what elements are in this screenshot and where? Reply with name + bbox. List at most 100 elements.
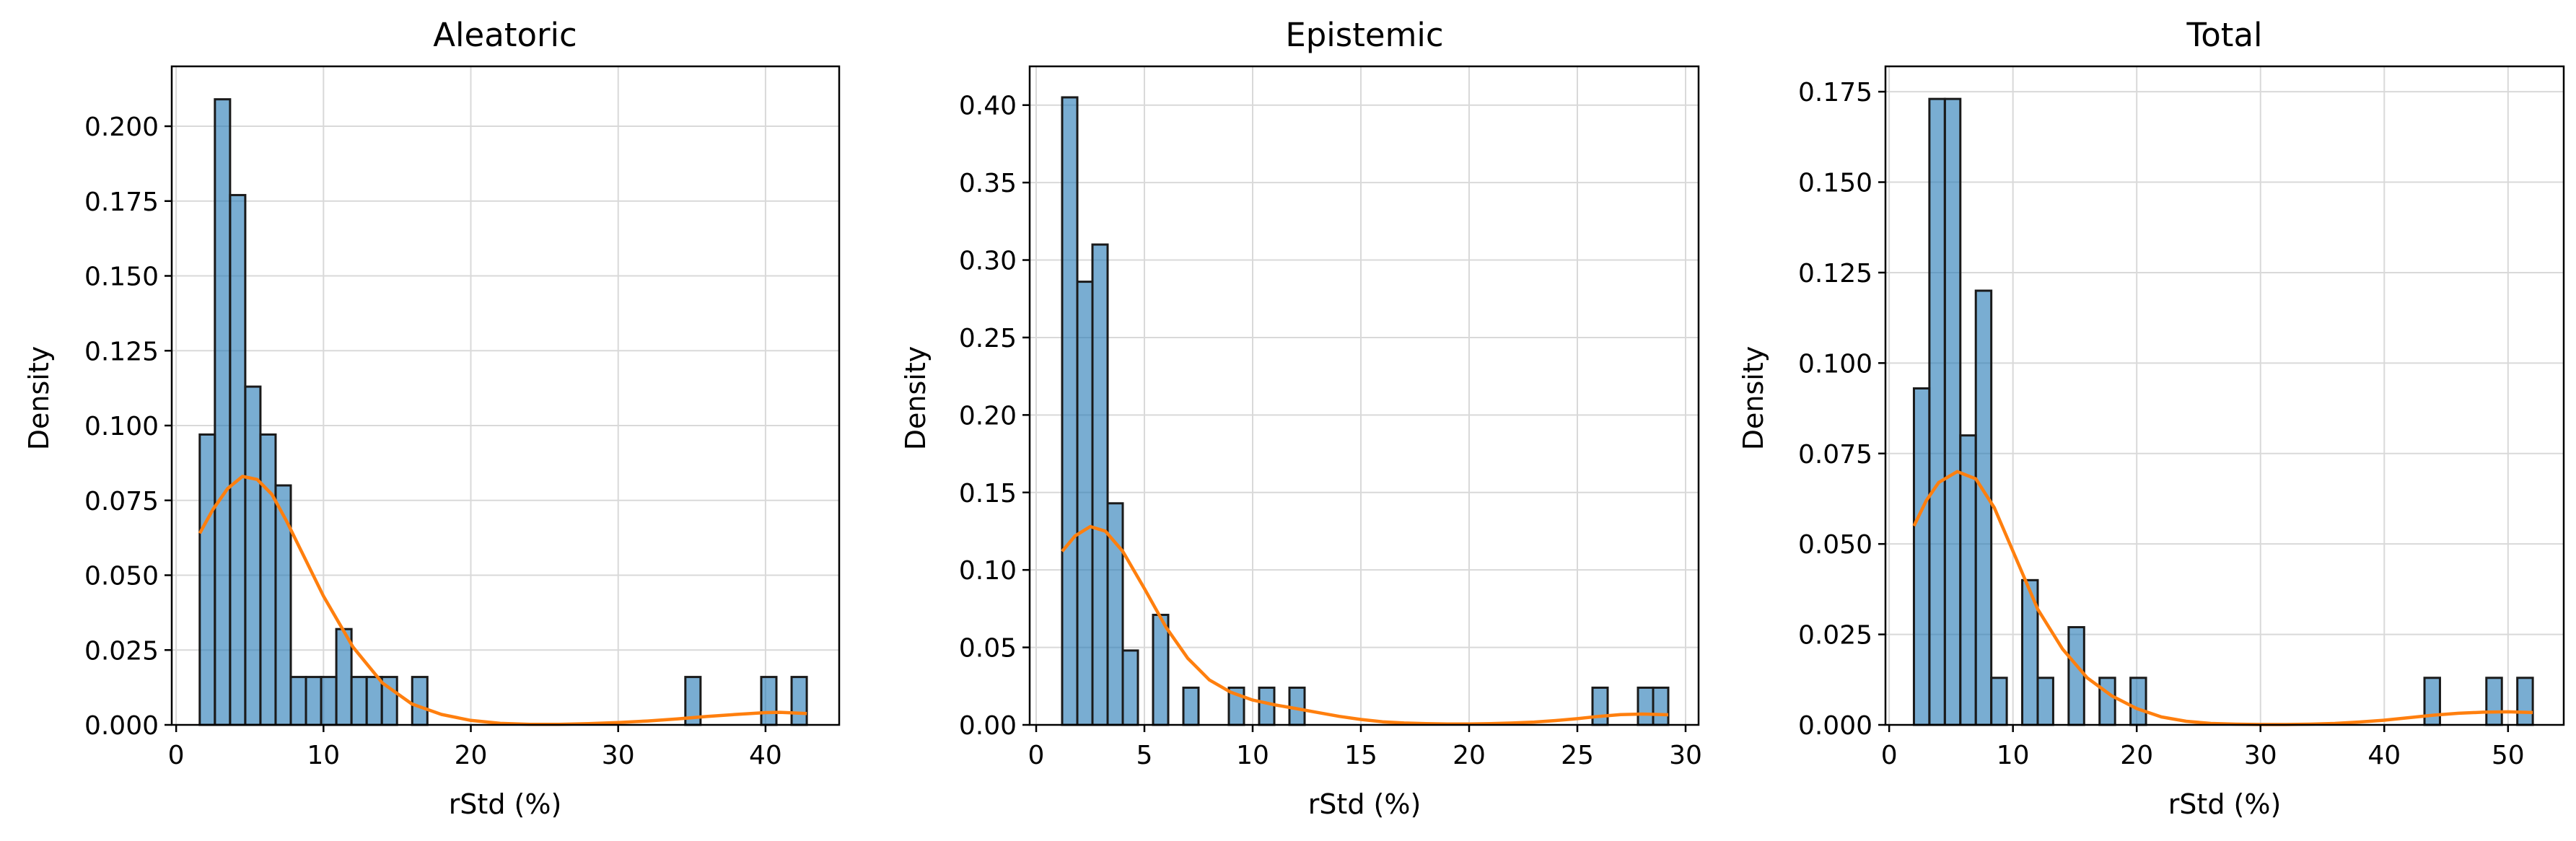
histogram-bar: [229, 193, 247, 726]
y-axis-label: Density: [23, 346, 55, 450]
plot-area: 0 10 20 30 40 0.000 0.025 0.050 0.075 0.100 0.125 0…: [84, 65, 841, 770]
y-tick-label: 0.000: [1798, 711, 1872, 741]
y-tick-label: 0.150: [1798, 169, 1872, 198]
histogram-bar: [2423, 677, 2441, 726]
x-tick-label: 0: [168, 741, 185, 770]
histogram-bar: [2516, 677, 2534, 726]
y-tick-label: 0.175: [84, 188, 159, 217]
x-tick-label: 30: [1669, 741, 1702, 770]
x-tick-label: 15: [1344, 741, 1377, 770]
axes-frame: [170, 65, 841, 726]
y-tick-label: 0.025: [1798, 621, 1872, 651]
y-tick-label: 0.35: [959, 169, 1017, 198]
y-tick-label: 0.175: [1798, 78, 1872, 107]
y-tick-label: 0.050: [84, 562, 159, 591]
x-tick-label: 20: [455, 741, 488, 770]
x-tick-label: 20: [2120, 741, 2153, 770]
histogram-bar: [1943, 97, 1962, 726]
histogram-bar: [214, 98, 232, 726]
x-tick-label: 20: [1453, 741, 1486, 770]
y-tick-label: 0.050: [1798, 530, 1872, 560]
y-tick-label: 0.200: [84, 113, 159, 142]
plot-area: 0 10 20 30 40 50 0.000 0.025 0.050 0.075 0.100 0.12…: [1798, 65, 2565, 770]
histogram-bar: [2067, 626, 2085, 726]
y-tick-label: 0.40: [959, 92, 1017, 121]
y-tick-label: 0.000: [84, 711, 159, 741]
x-tick-label: 10: [1997, 741, 2030, 770]
y-tick-label: 0.10: [959, 556, 1017, 586]
histogram-bar: [1121, 649, 1139, 726]
histogram-bar: [1258, 686, 1276, 726]
y-tick-label: 0.100: [84, 412, 159, 441]
x-tick-label: 25: [1561, 741, 1594, 770]
x-tick-label: 10: [1236, 741, 1269, 770]
total-panel: Total rStd (%) Density 0 10 20 30 40 500.0000…: [1738, 16, 2565, 820]
y-axis-label: Density: [900, 346, 932, 450]
y-tick-label: 0.30: [959, 247, 1017, 276]
y-tick-label: 0.100: [1798, 349, 1872, 379]
histogram-bar: [1591, 686, 1609, 726]
x-tick-label: 0: [1028, 741, 1045, 770]
x-tick-label: 40: [749, 741, 782, 770]
x-tick-label: 30: [2244, 741, 2277, 770]
histogram-bar: [1990, 677, 2008, 726]
y-tick-label: 0.025: [84, 636, 159, 666]
histogram-bar: [1061, 96, 1079, 726]
histogram-bar: [365, 676, 383, 726]
plot-area: 0 5 10 15 20 25 30 0.00 0.05 0.10 0.15 0.20 0.25 0.30…: [959, 65, 1702, 770]
histogram-bar: [244, 385, 262, 726]
histogram-bar: [320, 676, 338, 726]
histogram-bar: [259, 433, 277, 726]
y-tick-label: 0.15: [959, 479, 1017, 508]
y-tick-label: 0.20: [959, 401, 1017, 431]
x-tick-label: 5: [1136, 741, 1153, 770]
histogram-bar: [1974, 289, 1993, 726]
y-tick-label: 0.125: [1798, 259, 1872, 289]
y-tick-label: 0.05: [959, 634, 1017, 664]
histogram-bar: [1091, 243, 1109, 726]
x-tick-label: 30: [602, 741, 635, 770]
histogram-bar: [1652, 686, 1670, 726]
y-tick-label: 0.150: [84, 263, 159, 292]
x-tick-label: 0: [1881, 741, 1898, 770]
axes-frame: [1884, 65, 2565, 726]
histogram-bar: [1637, 686, 1655, 726]
y-tick-label: 0.075: [84, 487, 159, 516]
histogram-bar: [1076, 281, 1094, 726]
histogram-bar: [2036, 677, 2054, 726]
x-axis-label: rStd (%): [1308, 788, 1421, 820]
histogram-bar: [790, 676, 808, 726]
histogram-bar: [1182, 686, 1200, 726]
axes-frame: [1028, 65, 1700, 726]
x-tick-label: 50: [2492, 741, 2525, 770]
chart-title: Total: [2186, 16, 2262, 54]
kde-line: [1912, 470, 2533, 726]
histogram-bar: [1928, 97, 1946, 726]
y-tick-label: 0.125: [84, 337, 159, 366]
histogram-bar: [289, 676, 307, 726]
histogram-bar: [1152, 613, 1170, 726]
aleatoric-panel: Aleatoric rStd (%) Density 0 10 20 30 40 0.00…: [23, 16, 841, 820]
histogram-bar: [274, 484, 292, 726]
epistemic-panel: Epistemic rStd (%) Density 0 5 10 15 20 25 300…: [900, 16, 1702, 820]
x-tick-label: 40: [2367, 741, 2401, 770]
kde-line: [198, 475, 807, 726]
histogram-bar: [1912, 387, 1931, 726]
x-axis-label: rStd (%): [449, 788, 562, 820]
histogram-bar: [411, 676, 429, 726]
histogram-bar: [2098, 677, 2116, 726]
kde-line: [1061, 524, 1669, 726]
histogram-bar: [2129, 677, 2147, 726]
histogram-bar: [350, 676, 368, 726]
chart-title: Aleatoric: [433, 16, 577, 54]
y-tick-label: 0.25: [959, 324, 1017, 353]
y-tick-label: 0.00: [959, 711, 1017, 741]
y-tick-label: 0.075: [1798, 440, 1872, 470]
x-axis-label: rStd (%): [2168, 788, 2282, 820]
y-axis-label: Density: [1738, 346, 1769, 450]
histogram-bar: [198, 433, 216, 726]
histogram-bar: [305, 676, 323, 726]
histogram-bar: [760, 676, 778, 726]
x-tick-label: 10: [307, 741, 340, 770]
